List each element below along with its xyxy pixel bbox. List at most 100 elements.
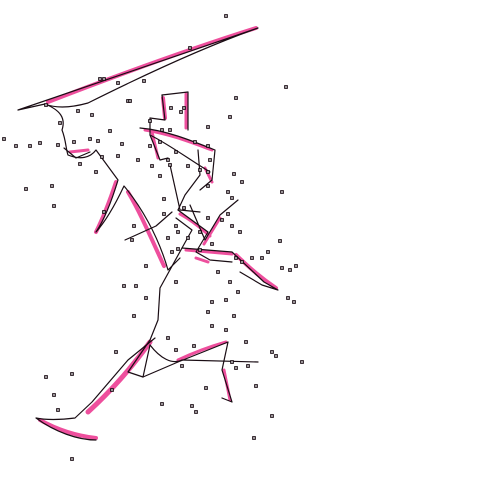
scatter-dot — [166, 336, 170, 340]
scatter-dot — [102, 210, 106, 214]
scatter-dot — [72, 140, 76, 144]
scatter-dot — [260, 256, 264, 260]
scatter-dot — [58, 121, 62, 125]
scatter-dot — [110, 388, 114, 392]
scatter-dot — [240, 180, 244, 184]
scatter-dot — [179, 110, 183, 114]
scatter-dot — [182, 206, 186, 210]
scatter-dot — [114, 350, 118, 354]
outline-stroke — [175, 217, 279, 291]
scatter-dot — [100, 155, 104, 159]
scatter-dot — [148, 144, 152, 148]
outline-stroke — [63, 147, 91, 159]
scatter-dot — [14, 144, 18, 148]
scatter-dot — [162, 197, 166, 201]
scatter-dot — [274, 354, 278, 358]
scatter-dot — [224, 328, 228, 332]
scatter-dot — [169, 106, 173, 110]
scatter-dot — [206, 310, 210, 314]
scatter-dot — [228, 115, 232, 119]
scatter-dot — [228, 280, 232, 284]
scatter-dot — [170, 250, 174, 254]
scatter-dot — [168, 128, 172, 132]
scatter-dot — [176, 247, 180, 251]
scatter-dot — [52, 204, 56, 208]
scatter-dot — [174, 150, 178, 154]
outline-stroke — [149, 344, 259, 363]
scatter-dot — [294, 264, 298, 268]
scatter-dot — [234, 256, 238, 260]
scatter-dot — [76, 109, 80, 113]
scatter-dot — [206, 184, 210, 188]
scatter-dot — [186, 164, 190, 168]
scatter-dot — [132, 314, 136, 318]
scatter-dot — [70, 372, 74, 376]
scatter-dot — [206, 216, 210, 220]
scatter-dot — [166, 158, 170, 162]
scatter-dot — [122, 284, 126, 288]
scatter-dot — [232, 314, 236, 318]
scatter-dot — [174, 280, 178, 284]
scatter-dot — [234, 366, 238, 370]
pink-ribbon-stroke — [68, 148, 90, 154]
stroke-layer — [17, 26, 279, 441]
scatter-dot — [174, 224, 178, 228]
scatter-dot — [186, 236, 190, 240]
scatter-dot — [144, 296, 148, 300]
scatter-dot — [198, 248, 202, 252]
scatter-dot — [50, 184, 54, 188]
scatter-dot — [244, 340, 248, 344]
scatter-dot — [108, 129, 112, 133]
scatter-dot — [120, 142, 124, 146]
scatter-dot — [56, 143, 60, 147]
scatter-dot — [2, 137, 6, 141]
outline-stroke — [17, 27, 259, 111]
scatter-dot — [226, 212, 230, 216]
dot-layer — [2, 14, 304, 461]
scatter-dot — [24, 187, 28, 191]
outline-stroke — [161, 91, 189, 131]
scatter-dot — [142, 79, 146, 83]
pink-ribbon-stroke — [184, 248, 234, 256]
outline-stroke — [139, 127, 216, 191]
scatter-dot — [198, 230, 202, 234]
scatter-dot — [254, 384, 258, 388]
scatter-dot — [210, 300, 214, 304]
pink-ribbon-stroke — [126, 190, 166, 268]
scatter-dot — [148, 119, 152, 123]
pink-ribbon-stroke — [38, 418, 98, 440]
outline-stroke — [149, 94, 169, 161]
scatter-dot — [158, 140, 162, 144]
scatter-dot — [116, 154, 120, 158]
scatter-dot — [174, 348, 178, 352]
scatter-dot — [160, 402, 164, 406]
scatter-dot — [278, 239, 282, 243]
scatter-dot — [78, 162, 82, 166]
scatter-dot — [230, 196, 234, 200]
scatter-dot — [226, 190, 230, 194]
scatter-dot — [246, 364, 250, 368]
scatter-dot — [232, 172, 236, 176]
scatter-dot — [96, 139, 100, 143]
scatter-dot — [162, 212, 166, 216]
outline-stroke — [149, 134, 211, 173]
scatter-dot — [230, 360, 234, 364]
outline-stroke — [142, 341, 233, 403]
scatter-dot — [176, 230, 180, 234]
scatter-dot — [130, 238, 134, 242]
scatter-dot — [300, 360, 304, 364]
scatter-dot — [56, 408, 60, 412]
scatter-dot — [52, 393, 56, 397]
pink-ribbon-stroke — [85, 339, 153, 415]
scatter-dot — [236, 290, 240, 294]
scatter-dot — [150, 164, 154, 168]
scatter-dot — [220, 218, 224, 222]
outline-stroke — [189, 199, 239, 241]
scatter-dot — [292, 300, 296, 304]
scatter-dot — [160, 128, 164, 132]
scatter-dot — [280, 190, 284, 194]
pink-ribbon-stroke — [202, 216, 222, 246]
scatter-dot — [270, 414, 274, 418]
scatter-dot — [204, 386, 208, 390]
